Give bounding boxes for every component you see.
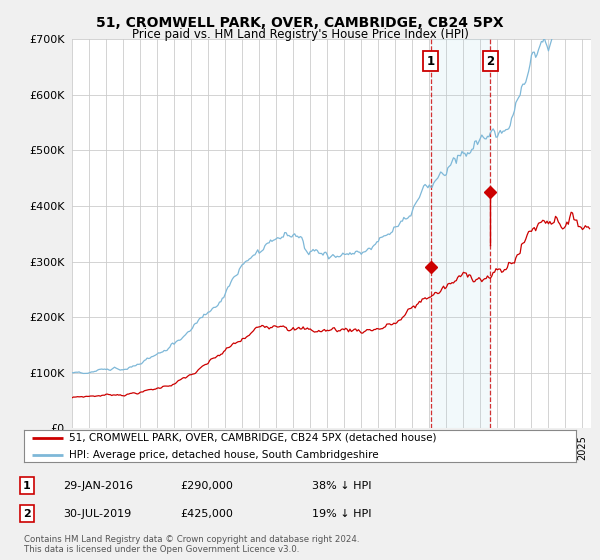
Text: 19% ↓ HPI: 19% ↓ HPI (312, 508, 371, 519)
Text: £425,000: £425,000 (180, 508, 233, 519)
Text: 1: 1 (23, 480, 31, 491)
Text: £290,000: £290,000 (180, 480, 233, 491)
Text: 30-JUL-2019: 30-JUL-2019 (63, 508, 131, 519)
Text: 1: 1 (427, 55, 435, 68)
Bar (431, 39, 490, 428)
Text: 2: 2 (486, 55, 494, 68)
Text: 38% ↓ HPI: 38% ↓ HPI (312, 480, 371, 491)
Text: 2: 2 (23, 508, 31, 519)
Text: 51, CROMWELL PARK, OVER, CAMBRIDGE, CB24 5PX: 51, CROMWELL PARK, OVER, CAMBRIDGE, CB24… (96, 16, 504, 30)
Text: Price paid vs. HM Land Registry's House Price Index (HPI): Price paid vs. HM Land Registry's House … (131, 28, 469, 41)
Text: 51, CROMWELL PARK, OVER, CAMBRIDGE, CB24 5PX (detached house): 51, CROMWELL PARK, OVER, CAMBRIDGE, CB24… (69, 433, 437, 442)
Text: 29-JAN-2016: 29-JAN-2016 (63, 480, 133, 491)
Text: HPI: Average price, detached house, South Cambridgeshire: HPI: Average price, detached house, Sout… (69, 450, 379, 460)
Text: Contains HM Land Registry data © Crown copyright and database right 2024.
This d: Contains HM Land Registry data © Crown c… (24, 535, 359, 554)
